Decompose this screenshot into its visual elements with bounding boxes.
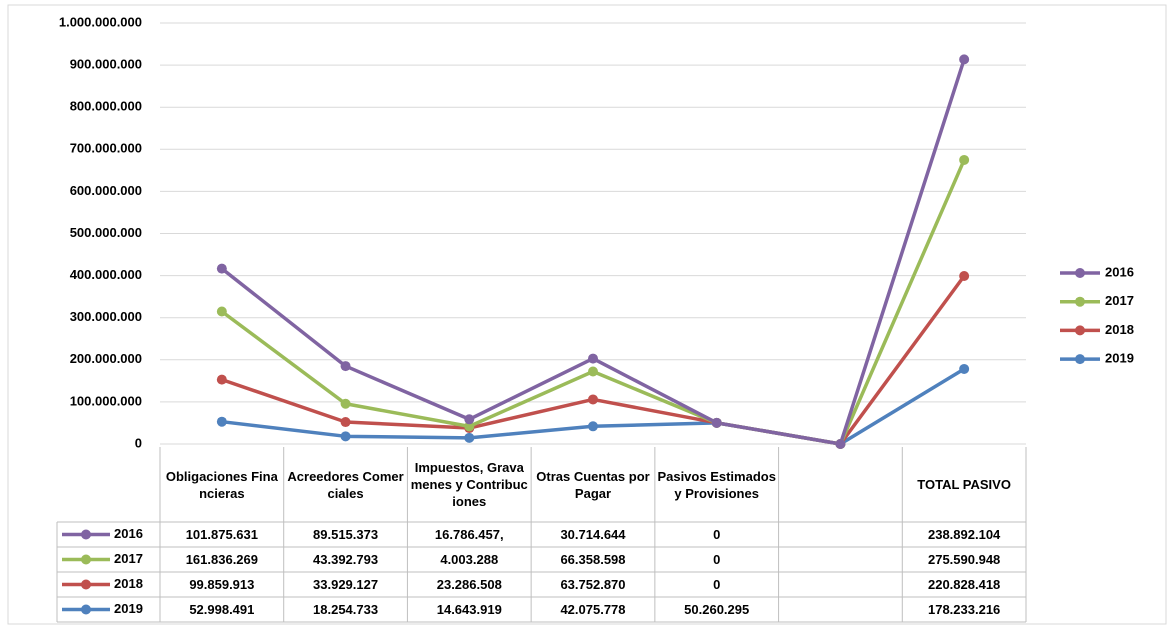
data-point xyxy=(464,414,475,425)
data-point xyxy=(216,416,227,427)
legend-label: 2019 xyxy=(1105,351,1134,366)
table-value: 0 xyxy=(713,577,721,592)
table-value: 178.233.216 xyxy=(927,602,1001,617)
table-row-label: 2016 xyxy=(114,526,143,541)
legend-label: 2017 xyxy=(1105,293,1134,308)
legend-marker xyxy=(1075,268,1085,278)
table-row-label: 2017 xyxy=(114,551,143,566)
data-point xyxy=(216,306,227,317)
y-tick-label: 600.000.000 xyxy=(70,183,142,198)
table-value: 4.003.288 xyxy=(440,552,499,567)
table-value: 238.892.104 xyxy=(927,527,1001,542)
table-value: 89.515.373 xyxy=(313,527,379,542)
table-value: 23.286.508 xyxy=(436,577,502,592)
data-point xyxy=(588,421,598,432)
table-value: 18.254.733 xyxy=(313,602,379,617)
data-point xyxy=(959,54,970,65)
data-point xyxy=(216,263,227,274)
table-header: Obligaciones Financieras xyxy=(165,468,278,501)
table-value: 43.392.793 xyxy=(313,552,379,567)
data-point xyxy=(959,270,970,281)
table-value: 30.714.644 xyxy=(560,527,626,542)
table-legend-marker xyxy=(81,604,91,615)
y-tick-label: 400.000.000 xyxy=(70,267,142,282)
y-tick-label: 200.000.000 xyxy=(70,351,142,366)
legend-label: 2018 xyxy=(1105,322,1134,337)
legend-label: 2016 xyxy=(1105,264,1134,279)
table-value: 161.836.269 xyxy=(185,552,258,567)
table-header: TOTAL PASIVO xyxy=(917,477,1011,492)
data-point xyxy=(588,353,598,364)
table-value: 66.358.598 xyxy=(560,552,626,567)
table-value: 0 xyxy=(713,552,721,567)
table-header: Otras Cuentas por Pagar xyxy=(536,468,650,501)
table-header: Acreedores Comerciales xyxy=(287,468,404,501)
y-tick-label: 0 xyxy=(135,435,142,450)
data-point xyxy=(464,432,475,443)
y-tick-label: 800.000.000 xyxy=(70,99,142,114)
y-tick-label: 500.000.000 xyxy=(70,225,142,240)
table-row-label: 2019 xyxy=(114,601,143,616)
data-point xyxy=(711,417,722,428)
y-tick-label: 100.000.000 xyxy=(70,393,142,408)
table-value: 33.929.127 xyxy=(313,577,379,592)
table-value: 220.828.418 xyxy=(927,577,1001,592)
table-row-label: 2018 xyxy=(114,576,143,591)
table-value: 16.786.457, xyxy=(434,527,504,542)
data-point xyxy=(340,361,351,372)
data-point xyxy=(216,374,227,385)
table-value: 63.752.870 xyxy=(560,577,626,592)
data-point xyxy=(835,439,846,449)
legend-marker xyxy=(1075,296,1085,307)
data-point xyxy=(588,366,598,377)
y-tick-label: 700.000.000 xyxy=(70,141,142,156)
data-point xyxy=(588,394,598,405)
table-value: 99.859.913 xyxy=(189,577,255,592)
data-point xyxy=(340,398,351,409)
data-point xyxy=(959,154,970,165)
table-value: 14.643.919 xyxy=(436,602,502,617)
table-value: 50.260.295 xyxy=(684,602,750,617)
y-tick-label: 900.000.000 xyxy=(70,57,142,72)
data-point xyxy=(340,431,351,442)
y-tick-label: 300.000.000 xyxy=(70,309,142,324)
table-value: 101.875.631 xyxy=(185,527,258,542)
table-value: 52.998.491 xyxy=(189,602,255,617)
legend-marker xyxy=(1075,354,1085,365)
chart-border xyxy=(7,4,1167,625)
table-legend-marker xyxy=(81,529,91,540)
series-line xyxy=(220,58,966,446)
legend-marker xyxy=(1075,325,1085,336)
y-tick-label: 1.000.000.000 xyxy=(59,14,142,29)
table-header: Pasivos Estimados y Provisiones xyxy=(657,468,776,501)
table-legend-marker xyxy=(81,579,91,590)
table-value: 42.075.778 xyxy=(560,602,626,617)
table-header: Impuestos, Gravamenes y Contribuciones xyxy=(410,460,528,509)
data-point xyxy=(464,421,475,432)
table-value: 275.590.948 xyxy=(927,552,1001,567)
table-legend-marker xyxy=(81,554,91,565)
data-point xyxy=(340,417,351,428)
table-value: 0 xyxy=(713,527,721,542)
data-point xyxy=(959,363,970,374)
